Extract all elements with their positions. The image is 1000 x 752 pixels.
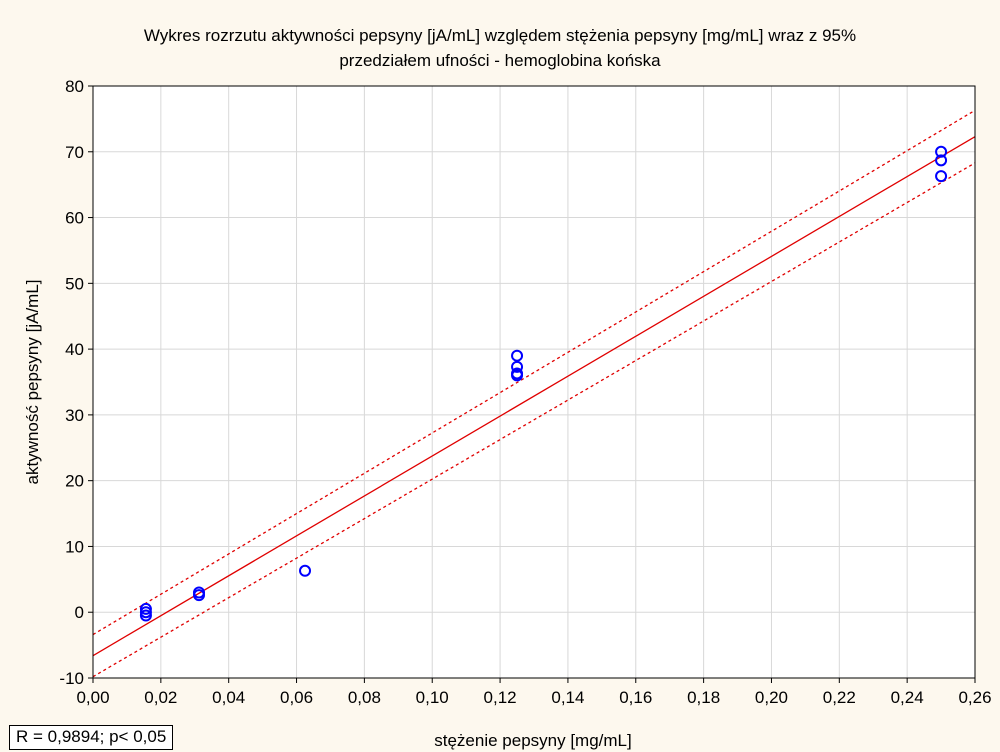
chart-title-line-1: Wykres rozrzutu aktywności pepsyny [jA/m… [144, 26, 856, 45]
data-point [935, 145, 948, 158]
correlation-annotation: R = 0,9894; p< 0,05 [9, 725, 174, 750]
y-tick-label: 10 [65, 537, 84, 556]
x-tick-label: 0,00 [76, 688, 109, 707]
x-tick-label: 0,06 [280, 688, 313, 707]
y-tick-label: 0 [75, 603, 84, 622]
plot-area [93, 86, 975, 678]
x-tick-label: 0,20 [755, 688, 788, 707]
data-point [193, 589, 206, 602]
data-point [511, 360, 524, 373]
y-tick-label: 30 [65, 406, 84, 425]
x-axis-ticks: 0,00 0,02 0,04 0,06 0,08 0,10 0,12 0,14 0,16 0,18… [76, 678, 992, 707]
x-tick-label: 0,10 [416, 688, 449, 707]
y-tick-label: 50 [65, 274, 84, 293]
y-axis-ticks: -10 0 10 20 30 40 50 60 70 80 [59, 77, 93, 688]
x-tick-label: 0,18 [687, 688, 720, 707]
regression-lines [92, 109, 976, 678]
x-tick-label: 0,26 [958, 688, 991, 707]
chart-title-line-2: przedziałem ufności - hemoglobina końska [339, 51, 661, 70]
data-points [139, 145, 948, 622]
y-axis-label: aktywność pepsyny [jA/mL] [23, 279, 42, 484]
y-tick-label: 20 [65, 472, 84, 491]
ci-lower-line [92, 162, 976, 678]
data-point [511, 349, 524, 362]
x-tick-label: 0,04 [212, 688, 245, 707]
data-point [299, 564, 312, 577]
x-tick-label: 0,12 [484, 688, 517, 707]
x-tick-label: 0,08 [348, 688, 381, 707]
y-tick-label: 80 [65, 77, 84, 96]
data-point [935, 154, 948, 167]
x-tick-label: 0,14 [551, 688, 584, 707]
x-tick-label: 0,22 [823, 688, 856, 707]
y-tick-label: -10 [59, 669, 84, 688]
x-tick-label: 0,02 [144, 688, 177, 707]
grid-lines [93, 86, 975, 678]
y-tick-label: 70 [65, 143, 84, 162]
x-tick-label: 0,16 [619, 688, 652, 707]
y-tick-label: 40 [65, 340, 84, 359]
y-tick-label: 60 [65, 209, 84, 228]
data-point [139, 609, 152, 622]
data-point [935, 170, 948, 183]
x-axis-label: stężenie pepsyny [mg/mL] [434, 731, 631, 750]
plot-frame [92, 85, 976, 679]
regression-line [92, 136, 976, 657]
data-point [511, 369, 524, 382]
x-tick-label: 0,24 [891, 688, 924, 707]
